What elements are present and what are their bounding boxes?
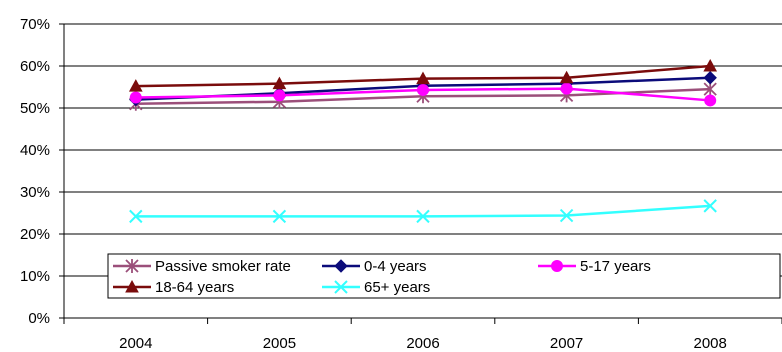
y-tick-label: 60% <box>20 58 50 75</box>
x-tick-label: 2008 <box>694 335 727 352</box>
x-tick-label: 2006 <box>406 335 439 352</box>
x-tick-label: 2007 <box>550 335 583 352</box>
data-point <box>274 90 285 101</box>
x-tick-label: 2005 <box>263 335 296 352</box>
series-line <box>136 206 710 217</box>
y-tick-label: 20% <box>20 226 50 243</box>
data-point <box>704 72 716 84</box>
legend-label: 65+ years <box>364 279 430 296</box>
y-tick-label: 50% <box>20 100 50 117</box>
y-tick-label: 30% <box>20 184 50 201</box>
data-point <box>705 95 716 106</box>
data-point <box>130 92 141 103</box>
data-point <box>561 83 572 94</box>
y-tick-label: 0% <box>28 310 50 327</box>
series-layer <box>130 60 716 222</box>
legend-label: 0-4 years <box>364 258 427 275</box>
legend-label: 18-64 years <box>155 279 234 296</box>
y-tick-label: 40% <box>20 142 50 159</box>
legend-label: 5-17 years <box>580 258 651 275</box>
y-tick-label: 10% <box>20 268 50 285</box>
series-4 <box>130 200 716 223</box>
legend: Passive smoker rate 0-4 years 5-17 years 18… <box>108 254 780 298</box>
y-tick-labels: 0% 10% 20% 30% 40% 50% 60% 70% <box>20 16 50 327</box>
x-tick-label: 2004 <box>119 335 152 352</box>
y-tick-label: 70% <box>20 16 50 33</box>
legend-label: Passive smoker rate <box>155 258 291 275</box>
x-tick-labels: 2004 2005 2006 2007 2008 <box>119 335 727 352</box>
data-point <box>418 84 429 95</box>
legend-marker <box>552 261 563 272</box>
